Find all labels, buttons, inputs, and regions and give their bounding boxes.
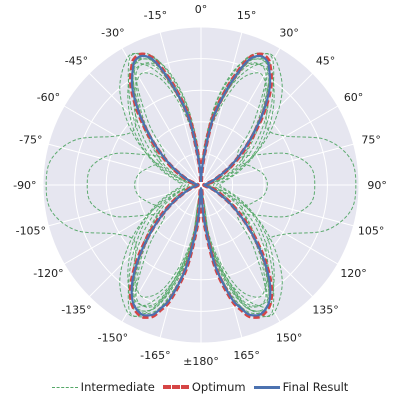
angle-tick-180: ±180°: [183, 355, 219, 368]
grid-spoke-255: [48, 184, 202, 227]
grid-spoke-150: [200, 184, 281, 323]
grid-spoke-285: [48, 143, 202, 186]
angle-tick-270: -90°: [13, 179, 36, 192]
angle-tick-150: 150°: [276, 332, 303, 345]
final-result-line: [130, 54, 272, 317]
grid-spoke-210: [121, 184, 202, 323]
grid-spoke-105: [200, 184, 354, 227]
final-result-series: [130, 54, 272, 317]
angle-tick-255: -105°: [16, 225, 46, 238]
angle-tick-225: -135°: [61, 304, 91, 317]
angle-tick-75: 75°: [361, 133, 381, 146]
angle-tick-0: 0°: [195, 3, 208, 16]
intermediate-trace-6: [119, 53, 283, 317]
angle-tick-60: 60°: [344, 91, 364, 104]
angle-tick-135: 135°: [312, 304, 339, 317]
angle-tick-165: 165°: [233, 349, 260, 362]
legend-label-final-result: Final Result: [282, 380, 349, 394]
legend-swatch-intermediate: [51, 386, 78, 388]
legend-swatch-final-result: [253, 385, 280, 389]
angle-tick-285: -75°: [19, 133, 42, 146]
legend-label-optimum: Optimum: [191, 380, 246, 394]
polar-chart: 0° 15° 30° 45° 60° 75° 90° 105° 120° 135° 150° 165°…: [13, 3, 387, 368]
angle-tick-240: -120°: [33, 267, 63, 280]
angle-tick-45: 45°: [316, 54, 336, 67]
angle-tick-300: -60°: [37, 91, 60, 104]
legend-entry-optimum: Optimum: [162, 380, 246, 394]
angle-tick-labels: 0° 15° 30° 45° 60° 75° 90° 105° 120° 135° 150° 165°…: [13, 3, 387, 368]
legend-entry-intermediate: Intermediate: [51, 380, 155, 394]
grid-spoke-75: [200, 143, 354, 186]
angle-tick-195: -165°: [140, 349, 170, 362]
grid-spoke-345: [159, 32, 202, 186]
angle-tick-15: 15°: [237, 9, 257, 22]
legend: Intermediate Optimum Final Result: [0, 377, 400, 397]
grid-spoke-15: [200, 32, 243, 186]
angle-tick-30: 30°: [279, 26, 299, 39]
angle-tick-90: 90°: [367, 179, 387, 192]
angle-tick-105: 105°: [358, 225, 385, 238]
angle-tick-330: -30°: [101, 26, 124, 39]
grid-spoke-330: [121, 47, 202, 186]
angle-tick-345: -15°: [144, 9, 167, 22]
grid-spoke-195: [159, 184, 202, 338]
angle-tick-315: -45°: [65, 54, 88, 67]
legend-swatch-optimum: [162, 385, 189, 389]
grid-spoke-165: [200, 184, 243, 338]
angle-tick-120: 120°: [340, 267, 367, 280]
angle-tick-210: -150°: [98, 332, 128, 345]
legend-label-intermediate: Intermediate: [80, 380, 155, 394]
polar-grid: [42, 26, 360, 344]
grid-spoke-30: [200, 47, 281, 186]
intermediate-trace-3: [127, 52, 275, 318]
legend-entry-final-result: Final Result: [253, 380, 349, 394]
